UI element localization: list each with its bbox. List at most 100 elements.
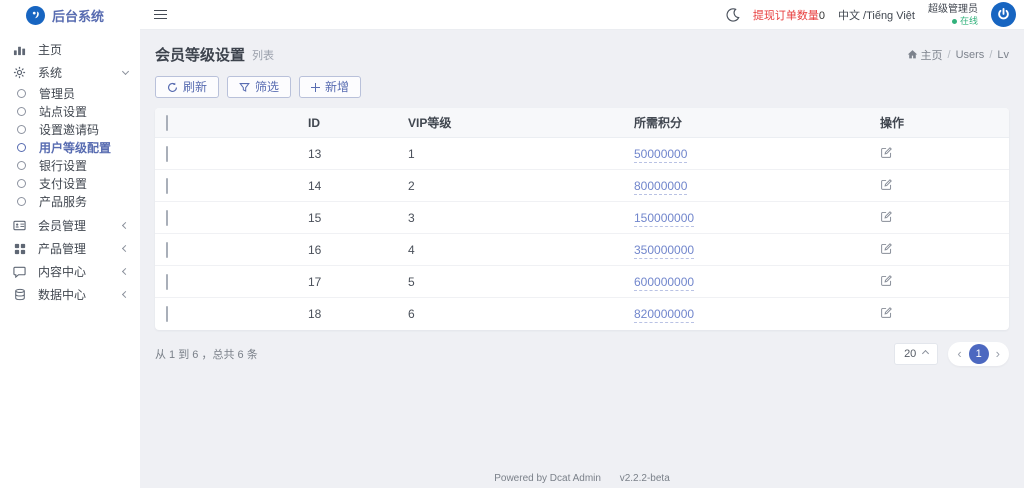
- edit-icon[interactable]: [880, 274, 893, 287]
- row-checkbox[interactable]: [166, 177, 168, 194]
- avatar[interactable]: [991, 2, 1016, 27]
- points-editable-link[interactable]: 50000000: [634, 146, 688, 163]
- table-header-row: ID VIP等级 所需积分 操作: [155, 108, 1009, 138]
- user-status: 在线: [928, 16, 978, 26]
- per-page-select[interactable]: 20: [894, 342, 939, 365]
- sidebar-subitem-admins[interactable]: 管理员: [0, 84, 140, 102]
- brand[interactable]: 后台系统: [0, 0, 140, 30]
- cell-vip-level: 5: [400, 265, 626, 298]
- sidebar-item-members[interactable]: 会员管理: [0, 214, 140, 237]
- cell-id: 16: [300, 233, 400, 266]
- points-editable-link[interactable]: 150000000: [634, 210, 695, 227]
- row-checkbox[interactable]: [166, 145, 168, 162]
- sidebar-subitem-user-level-active[interactable]: 用户等级配置: [0, 138, 140, 156]
- circle-icon: [17, 88, 26, 98]
- sidebar-subitem-product-service[interactable]: 产品服务: [0, 192, 140, 210]
- page-title: 会员等级设置: [155, 47, 246, 64]
- edit-icon[interactable]: [880, 178, 893, 191]
- caret-up-icon: [922, 349, 930, 358]
- sidebar-subitem-bank-settings[interactable]: 银行设置: [0, 156, 140, 174]
- refresh-button[interactable]: 刷新: [155, 76, 220, 98]
- filter-button[interactable]: 筛选: [227, 76, 292, 98]
- cell-id: 14: [300, 169, 400, 202]
- edit-icon[interactable]: [880, 210, 893, 223]
- table-row: 18 6 820000000: [155, 298, 1009, 330]
- sidebar-item-label: 数据中心: [38, 288, 87, 302]
- dark-mode-moon-icon[interactable]: [726, 7, 740, 22]
- points-editable-link[interactable]: 350000000: [634, 242, 695, 259]
- table-row: 13 1 50000000: [155, 137, 1009, 170]
- row-checkbox[interactable]: [166, 209, 168, 226]
- vip-levels-table: ID VIP等级 所需积分 操作 13 1 50000000: [155, 108, 1009, 330]
- toolbar: 刷新 筛选 新增: [155, 76, 1009, 98]
- circle-icon: [17, 160, 26, 170]
- prev-page-button[interactable]: ‹: [957, 346, 962, 361]
- hamburger-menu-icon[interactable]: [152, 6, 169, 24]
- withdraw-orders-badge[interactable]: 提现订单数量0: [752, 9, 825, 22]
- breadcrumb-lv[interactable]: Lv: [997, 48, 1009, 61]
- page-subtitle: 列表: [252, 49, 275, 62]
- plus-icon: [311, 82, 321, 92]
- sidebar-subitem-invite-code[interactable]: 设置邀请码: [0, 120, 140, 138]
- online-dot-icon: [951, 18, 957, 24]
- cell-vip-level: 1: [400, 137, 626, 170]
- brand-logo-icon: [26, 5, 45, 25]
- current-page-button[interactable]: 1: [968, 343, 989, 364]
- language-switcher[interactable]: 中文 /Tiếng Việt: [837, 9, 915, 22]
- row-checkbox[interactable]: [166, 241, 168, 258]
- chevron-left-icon: [121, 244, 130, 253]
- edit-icon[interactable]: [880, 306, 893, 319]
- column-header-vip: VIP等级: [400, 108, 626, 138]
- main-content: 会员等级设置 列表 主页 / Users / Lv 刷新 筛选 新增: [140, 30, 1024, 488]
- sidebar-item-products[interactable]: 产品管理: [0, 237, 140, 260]
- sidebar-item-label: 内容中心: [38, 265, 87, 279]
- gear-icon: [12, 66, 27, 79]
- table-card: ID VIP等级 所需积分 操作 13 1 50000000: [155, 108, 1009, 330]
- row-checkbox[interactable]: [166, 273, 168, 290]
- edit-icon[interactable]: [880, 242, 893, 255]
- circle-icon: [17, 142, 26, 152]
- cell-id: 15: [300, 201, 400, 234]
- next-page-button[interactable]: ›: [995, 346, 1000, 361]
- pagination-bar: 从 1 到 6 ，总共 6 条 20 ‹ 1 ›: [155, 341, 1009, 366]
- sidebar-item-label: 会员管理: [38, 219, 87, 233]
- breadcrumb: 主页 / Users / Lv: [907, 47, 1009, 63]
- table-row: 16 4 350000000: [155, 233, 1009, 266]
- cell-vip-level: 3: [400, 201, 626, 234]
- sidebar-item-system[interactable]: 系统: [0, 61, 140, 84]
- sidebar-item-data[interactable]: 数据中心: [0, 283, 140, 306]
- sidebar-subitem-payment-settings[interactable]: 支付设置: [0, 174, 140, 192]
- brand-title: 后台系统: [52, 8, 105, 24]
- database-icon: [12, 288, 27, 301]
- circle-icon: [17, 124, 26, 134]
- refresh-icon: [168, 82, 178, 92]
- pagination-summary: 从 1 到 6 ，总共 6 条: [155, 348, 258, 361]
- circle-icon: [17, 106, 26, 116]
- topbar: 提现订单数量0 中文 /Tiếng Việt 超级管理员 在线: [140, 0, 1024, 30]
- chevron-left-icon: [121, 221, 130, 230]
- sidebar-item-home[interactable]: 主页: [0, 38, 140, 61]
- breadcrumb-home[interactable]: 主页: [907, 47, 943, 63]
- row-checkbox[interactable]: [166, 305, 168, 322]
- select-all-checkbox[interactable]: [166, 114, 168, 131]
- breadcrumb-users[interactable]: Users: [955, 48, 985, 61]
- user-menu[interactable]: 超级管理员 在线: [928, 2, 978, 26]
- points-editable-link[interactable]: 80000000: [634, 178, 688, 195]
- comment-icon: [12, 265, 27, 278]
- edit-icon[interactable]: [880, 146, 893, 159]
- home-icon: [907, 50, 917, 59]
- sidebar-item-content[interactable]: 内容中心: [0, 260, 140, 283]
- points-editable-link[interactable]: 600000000: [634, 274, 695, 291]
- table-row: 15 3 150000000: [155, 201, 1009, 234]
- column-header-actions: 操作: [872, 108, 1009, 138]
- points-editable-link[interactable]: 820000000: [634, 306, 695, 323]
- circle-icon: [17, 178, 26, 188]
- add-button[interactable]: 新增: [299, 76, 362, 98]
- footer: Powered by Dcat Admin v2.2.2-beta: [140, 473, 1024, 484]
- chevron-down-icon: [121, 67, 130, 76]
- sidebar-item-label: 产品管理: [38, 242, 87, 256]
- chevron-left-icon: [121, 267, 130, 276]
- sidebar-subitem-site-settings[interactable]: 站点设置: [0, 102, 140, 120]
- sidebar-item-label: 主页: [38, 43, 63, 57]
- cell-vip-level: 4: [400, 233, 626, 266]
